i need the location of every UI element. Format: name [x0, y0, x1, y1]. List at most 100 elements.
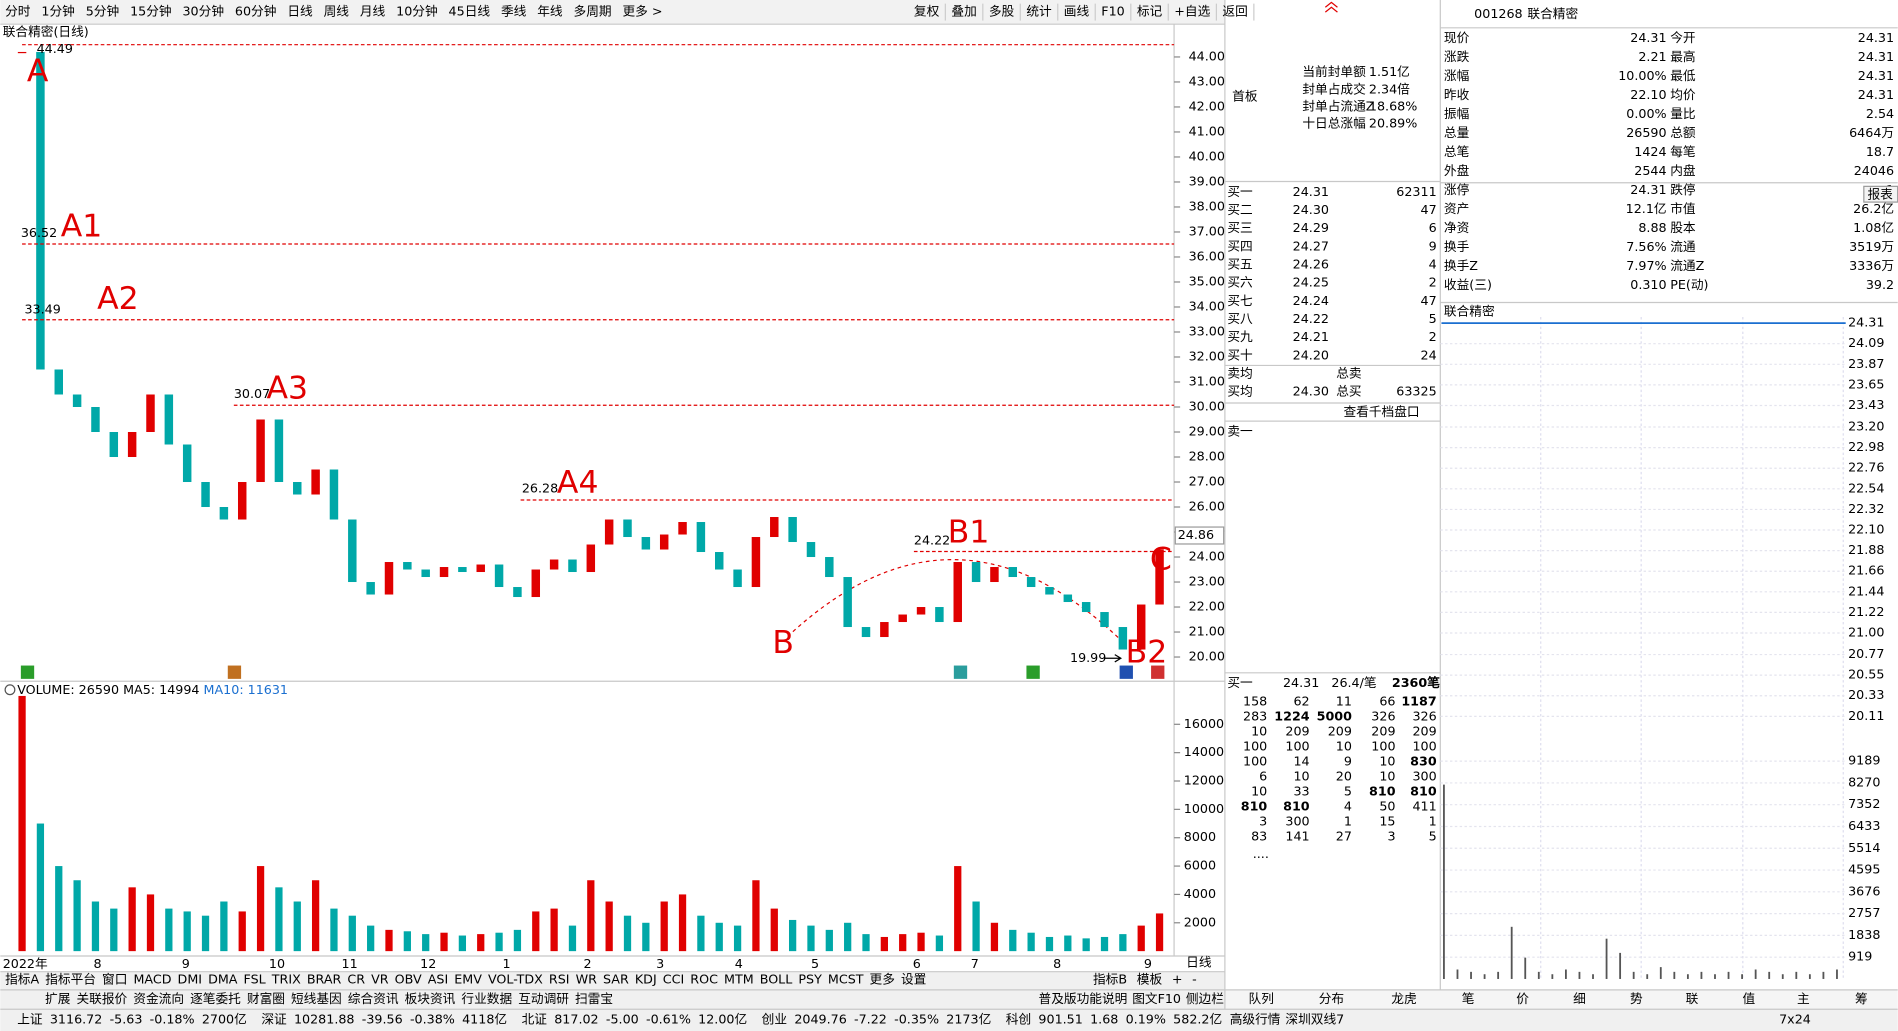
tab[interactable]: WR: [576, 972, 598, 987]
panel-icon[interactable]: [4, 684, 16, 696]
tab[interactable]: 模板: [1137, 972, 1163, 987]
tab[interactable]: 侧边栏: [1186, 991, 1224, 1006]
tab[interactable]: 普及版功能说明: [1039, 991, 1128, 1006]
tab[interactable]: VR: [371, 972, 389, 987]
toolbar-action[interactable]: 画线: [1064, 4, 1090, 19]
tab[interactable]: BRAR: [307, 972, 342, 987]
period-tab[interactable]: 60分钟: [235, 4, 277, 19]
tab[interactable]: 指标B: [1093, 972, 1127, 987]
period-tab[interactable]: 更多 >: [622, 4, 662, 19]
side-tab[interactable]: 分布: [1319, 991, 1344, 1006]
side-tab[interactable]: 筹: [1855, 991, 1868, 1006]
toolbar-action[interactable]: F10: [1101, 4, 1124, 19]
tab[interactable]: 窗口: [102, 972, 127, 987]
tab[interactable]: EMV: [454, 972, 482, 987]
candle: [17, 51, 27, 54]
queue-cell: 3: [1387, 828, 1395, 843]
tab[interactable]: MCST: [828, 972, 864, 987]
volume-bar: [899, 934, 907, 952]
side-tab[interactable]: 细: [1573, 991, 1586, 1006]
x-tick-label: 5: [811, 956, 819, 971]
period-tab[interactable]: 1分钟: [41, 4, 74, 19]
quote-value: 6464万: [1849, 125, 1894, 140]
tab[interactable]: MACD: [133, 972, 171, 987]
tab[interactable]: 指标平台: [45, 972, 96, 987]
report-button-label[interactable]: 报表: [1867, 186, 1893, 201]
tab[interactable]: OBV: [395, 972, 422, 987]
volume-bar: [385, 929, 393, 952]
tab[interactable]: 资金流向: [133, 991, 184, 1006]
tab[interactable]: 扫雷宝: [575, 991, 613, 1006]
side-tab[interactable]: 队列: [1249, 991, 1274, 1006]
period-tab[interactable]: 30分钟: [183, 4, 225, 19]
period-tab[interactable]: 分时: [5, 4, 31, 19]
tab[interactable]: 行业数据: [461, 991, 512, 1006]
queue-cell: 300: [1285, 813, 1309, 828]
tab[interactable]: BOLL: [760, 972, 793, 987]
tab[interactable]: VOL-TDX: [488, 972, 543, 987]
side-tab[interactable]: 值: [1743, 991, 1756, 1006]
side-tab[interactable]: 主: [1797, 991, 1810, 1006]
tab[interactable]: CR: [347, 972, 365, 987]
period-tab[interactable]: 年线: [537, 4, 563, 19]
candle: [678, 522, 687, 535]
period-tab[interactable]: 10分钟: [396, 4, 438, 19]
y-tick-label: 31.00: [1189, 373, 1225, 388]
tab[interactable]: 更多: [870, 972, 895, 987]
period-tab[interactable]: 45日线: [449, 4, 491, 19]
queue-cell: 1: [1344, 813, 1352, 828]
tab[interactable]: +: [1172, 972, 1183, 987]
period-tab[interactable]: 多周期: [574, 4, 612, 19]
period-tab[interactable]: 15分钟: [130, 4, 172, 19]
tab[interactable]: -: [1192, 972, 1197, 987]
period-tab[interactable]: 月线: [360, 4, 386, 19]
tab[interactable]: FSL: [244, 972, 266, 987]
tab[interactable]: 互动调研: [518, 991, 569, 1006]
period-tab[interactable]: 5分钟: [86, 4, 119, 19]
tab[interactable]: TRIX: [271, 972, 301, 987]
depth-link[interactable]: 查看千档盘口: [1343, 404, 1419, 419]
tab[interactable]: 关联报价: [76, 991, 127, 1006]
tab[interactable]: 设置: [901, 972, 926, 987]
tab[interactable]: SAR: [603, 972, 629, 987]
tab[interactable]: ASI: [428, 972, 448, 987]
tab[interactable]: 板块资讯: [405, 991, 456, 1006]
toolbar-action[interactable]: 复权: [914, 4, 940, 19]
period-tab[interactable]: 季线: [501, 4, 527, 19]
side-tab[interactable]: 势: [1630, 991, 1643, 1006]
toolbar-action[interactable]: 统计: [1026, 4, 1052, 19]
tab[interactable]: ROC: [690, 972, 718, 987]
side-tab[interactable]: 龙虎: [1391, 991, 1416, 1006]
toolbar-action[interactable]: 多股: [989, 4, 1015, 19]
tab[interactable]: 逐笔委托: [190, 991, 241, 1006]
side-tab[interactable]: 联: [1686, 991, 1699, 1006]
tab[interactable]: RSI: [549, 972, 570, 987]
tab[interactable]: MTM: [724, 972, 754, 987]
tab[interactable]: PSY: [798, 972, 822, 987]
tab[interactable]: 指标A: [5, 972, 39, 987]
tab[interactable]: 短线基因: [291, 991, 342, 1006]
toolbar-action[interactable]: 返回: [1222, 4, 1247, 19]
tab[interactable]: 财富圈: [247, 991, 285, 1006]
period-tab[interactable]: 周线: [324, 4, 350, 19]
toolbar-action[interactable]: 标记: [1137, 4, 1163, 19]
period-tab[interactable]: 日线: [287, 4, 313, 19]
period-tab[interactable]: 日线: [1186, 955, 1212, 970]
tab[interactable]: DMA: [208, 972, 238, 987]
tab[interactable]: 扩展: [45, 991, 71, 1006]
tab[interactable]: 综合资讯: [348, 991, 399, 1006]
quote-label: 换手Z: [1444, 258, 1478, 273]
candle: [898, 614, 907, 623]
queue-cell: 326: [1371, 708, 1395, 723]
side-tab[interactable]: 价: [1516, 991, 1529, 1006]
tab[interactable]: KDJ: [635, 972, 657, 987]
bid-qty: 47: [1421, 202, 1437, 217]
tab[interactable]: 图文F10: [1132, 991, 1181, 1006]
toolbar-action[interactable]: +自选: [1174, 4, 1210, 19]
toolbar-action[interactable]: 叠加: [951, 4, 976, 19]
side-tab[interactable]: 笔: [1462, 991, 1475, 1006]
tab[interactable]: CCI: [663, 972, 684, 987]
queue-cell: 209: [1328, 723, 1352, 738]
tab[interactable]: DMI: [178, 972, 202, 987]
collapse-icon[interactable]: [1324, 1, 1338, 13]
